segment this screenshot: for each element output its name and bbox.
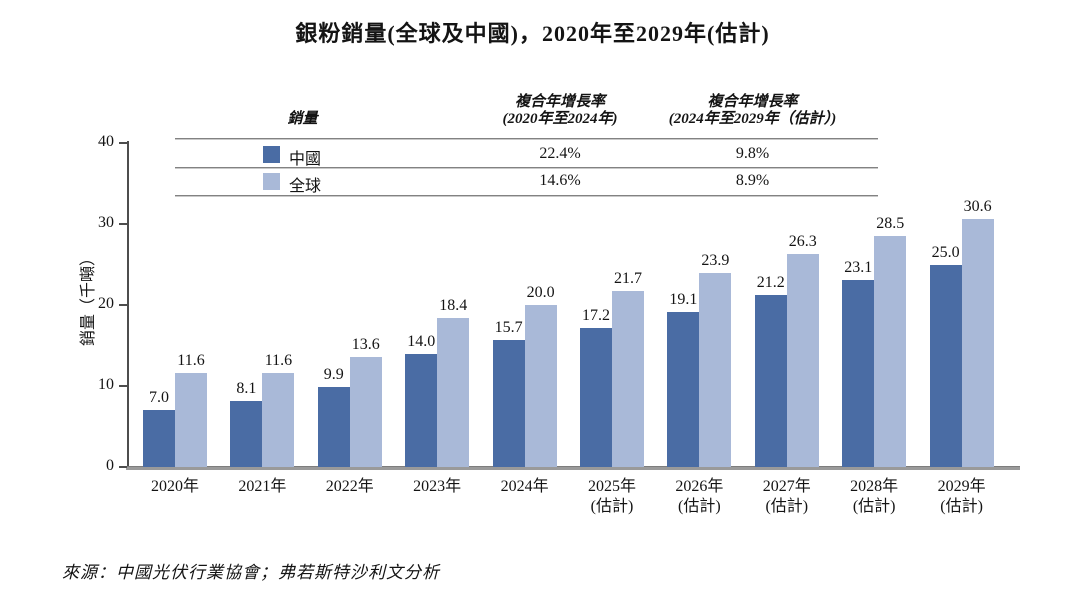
bar-value-中國-2028年: 23.1 [844,258,873,276]
x-axis-baseline [126,466,1020,470]
bar-value-中國-2024年: 15.7 [494,318,523,336]
y-tick-40 [119,142,127,144]
bar-value-中國-2029年: 25.0 [931,243,960,261]
y-tick-label-30: 30 [98,214,114,231]
bar-value-全球-2025年: 21.7 [614,270,642,288]
bar-value-全球-2024年: 20.0 [526,284,555,301]
bar-全球-2022年 [349,356,382,467]
y-tick-10 [119,385,127,387]
bar-value-中國-2022年: 9.9 [323,365,344,383]
x-label-2022年: 2022年 [325,478,374,495]
bar-value-全球-2028年: 28.5 [876,215,905,233]
bar-全球-2026年 [699,273,732,467]
legend-table-header-cagr-2024-2029: 複合年增長率 (2024年至2029年（估計）) [668,94,837,127]
bar-value-全球-2026年: 23.9 [701,252,730,270]
bar-中國-2026年 [667,312,700,467]
bar-value-中國-2026年: 19.1 [669,291,698,309]
x-label-2029年: 2029年 (估計) [937,478,986,515]
bar-value-全球-2023年: 18.4 [439,296,468,314]
bar-中國-2027年 [754,295,787,467]
bar-value-中國-2020年: 7.0 [149,389,169,407]
bar-全球-2020年 [175,373,207,467]
bar-value-中國-2021年: 8.1 [236,380,257,398]
y-tick-30 [119,223,127,225]
y-tick-20 [119,304,127,306]
legend-table-header-cagr-2020-2024: 複合年增長率 (2020年至2024年) [502,94,618,127]
bar-中國-2022年 [317,386,350,467]
y-tick-label-10: 10 [98,376,114,393]
bar-中國-2029年 [929,264,962,467]
bar-中國-2028年 [842,279,875,467]
china-series-swatch-icon [263,146,280,163]
bar-value-全球-2027年: 26.3 [788,232,817,250]
bar-value-全球-2022年: 13.6 [351,335,380,353]
china-cagr-2024-2029: 9.8% [735,145,770,162]
y-tick-0 [119,466,127,468]
bar-value-中國-2023年: 14.0 [407,332,436,350]
x-label-2028年: 2028年 (估計) [850,478,899,515]
y-tick-label-20: 20 [98,295,114,312]
bar-全球-2027年 [786,253,819,467]
bar-全球-2021年 [262,373,295,467]
china-series-label: 中國 [289,151,322,168]
x-label-2021年: 2021年 [238,478,287,495]
global-cagr-2024-2029: 8.9% [735,172,770,189]
bar-value-全球-2020年: 11.6 [177,352,205,370]
x-label-2027年: 2027年 (估計) [762,478,811,515]
bar-value-中國-2027年: 21.2 [756,274,785,292]
bar-全球-2024年 [524,305,557,467]
x-label-2023年: 2023年 [413,478,462,495]
x-label-2024年: 2024年 [500,478,549,495]
bar-中國-2021年 [230,401,263,467]
y-axis-line [127,141,129,468]
global-series-label: 全球 [289,178,322,195]
table-rule-top [175,138,878,140]
bar-中國-2023年 [405,353,438,467]
bar-全球-2028年 [874,236,907,467]
x-label-2020年: 2020年 [150,478,199,495]
bar-中國-2025年 [580,327,612,467]
x-label-2025年: 2025年 (估計) [587,478,636,515]
bar-value-全球-2021年: 11.6 [264,352,293,370]
bar-全球-2029年 [961,219,994,467]
y-tick-label-0: 0 [106,457,114,474]
bar-中國-2024年 [492,339,525,467]
bar-全球-2023年 [437,317,470,467]
global-series-swatch-icon [263,173,280,190]
bar-value-中國-2025年: 17.2 [582,306,610,324]
legend-table-header-sales: 銷量 [287,111,318,127]
x-label-2026年: 2026年 (估計) [675,478,724,515]
y-tick-label-40: 40 [98,133,114,150]
table-rule-bottom [175,195,878,197]
source-note: 來源：中國光伏行業協會；弗若斯特沙利文分析 [62,563,440,582]
bar-中國-2020年 [143,410,175,467]
china-cagr-2020-2024: 22.4% [539,145,581,162]
global-cagr-2020-2024: 14.6% [539,172,581,189]
table-rule-middle [175,167,878,169]
chart-title: 銀粉銷量(全球及中國)，2020年至2029年(估計) [295,21,770,46]
bar-value-全球-2029年: 30.6 [963,198,992,216]
bar-全球-2025年 [612,291,644,467]
